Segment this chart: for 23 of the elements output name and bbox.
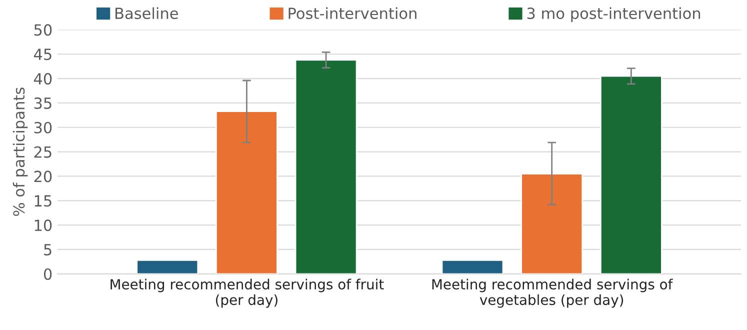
- y-tick-label: 0: [44, 268, 52, 280]
- bar: [294, 59, 358, 274]
- y-tick-label: 35: [34, 97, 52, 109]
- x-tick-label: Meeting recommended servings of fruit (per day): [110, 278, 384, 308]
- y-axis-title: % of participants: [12, 88, 28, 216]
- y-tick-label: 10: [34, 220, 52, 232]
- bar: [441, 260, 504, 274]
- y-tick-label: 5: [44, 244, 52, 256]
- y-tick-label: 50: [34, 24, 52, 36]
- legend-label: 3 mo post-intervention: [527, 7, 700, 22]
- legend-label: Baseline: [116, 7, 178, 20]
- y-tick-label: 30: [34, 122, 52, 134]
- bar: [600, 75, 662, 274]
- bar: [136, 260, 199, 274]
- x-tick-label: Meeting recommended servings of vegetables (per day): [432, 278, 673, 308]
- y-tick-label: 25: [34, 146, 52, 158]
- y-tick-label: 15: [34, 195, 52, 207]
- y-tick-label: 40: [34, 73, 52, 85]
- legend-label: Post-intervention: [288, 7, 416, 20]
- y-tick-label: 45: [34, 48, 52, 60]
- bar: [520, 173, 584, 274]
- y-tick-label: 20: [34, 170, 52, 182]
- bar: [215, 110, 278, 274]
